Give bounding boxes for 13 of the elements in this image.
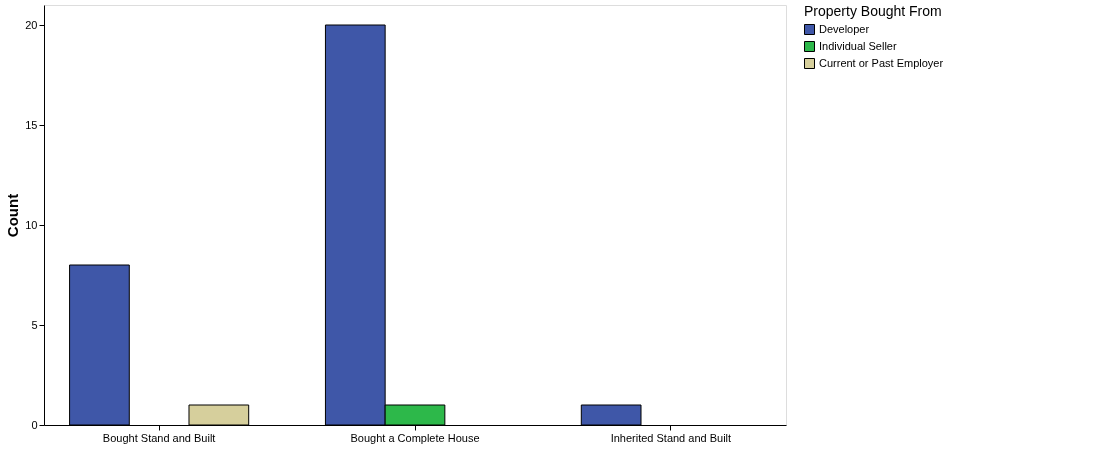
y-tick-label: 10 — [25, 218, 38, 231]
legend-label: Current or Past Employer — [819, 56, 944, 69]
y-tick-label: 5 — [31, 318, 38, 331]
y-tick-label: 20 — [25, 18, 38, 31]
x-tick-label: Bought a Complete House — [350, 431, 480, 444]
y-axis-title: Count — [4, 193, 22, 238]
y-tick-label: 0 — [31, 418, 38, 431]
y-tick-label: 15 — [25, 118, 38, 131]
x-tick-label: Bought Stand and Built — [102, 431, 216, 444]
legend-label: Individual Seller — [819, 39, 897, 52]
legend-title: Property Bought From — [804, 3, 942, 19]
legend-label: Developer — [819, 22, 870, 35]
x-tick-label: Inherited Stand and Built — [610, 431, 732, 444]
